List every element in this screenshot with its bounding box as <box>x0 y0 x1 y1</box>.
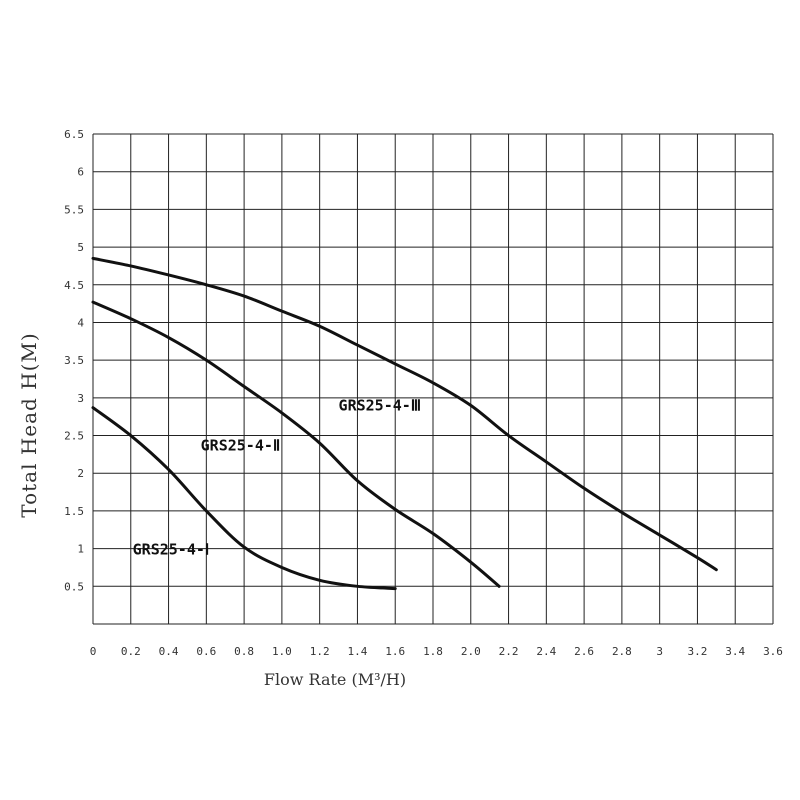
y-axis-title: Total Head H(M) <box>17 332 41 517</box>
x-axis-title: Flow Rate (M³/H) <box>264 670 406 689</box>
curve-label: GRS25-4-Ⅲ <box>339 397 422 415</box>
x-tick-label: 3.6 <box>763 645 783 658</box>
x-tick-label: 1.4 <box>348 645 368 658</box>
series-line-3 <box>91 256 718 572</box>
y-tick-label: 2.5 <box>64 430 84 443</box>
y-tick-label: 3 <box>77 392 84 405</box>
y-tick-label: 2 <box>77 467 84 480</box>
x-tick-label: 1.0 <box>272 645 292 658</box>
y-tick-label: 4 <box>77 316 84 329</box>
x-tick-label: 0.8 <box>234 645 254 658</box>
y-tick-label: 3.5 <box>64 354 84 367</box>
x-tick-label: 3.4 <box>725 645 745 658</box>
tick-labels: 0 0.2 0.4 0.6 0.8 1.0 1.2 1.4 1.6 1.8 2.0 2.2 2.4 2.6… <box>64 128 783 658</box>
curve-labels: GRS25-4-Ⅰ GRS25-4-Ⅱ GRS25-4-Ⅲ <box>133 397 421 559</box>
x-tick-label: 0.2 <box>121 645 141 658</box>
x-tick-label: 1.2 <box>310 645 330 658</box>
y-tick-label: 5 <box>77 241 84 254</box>
x-tick-label: 3.2 <box>688 645 708 658</box>
x-tick-label: 2.8 <box>612 645 632 658</box>
curve-label: GRS25-4-Ⅰ <box>133 541 210 559</box>
series-line-1 <box>91 406 397 591</box>
chart-series <box>91 256 718 591</box>
y-tick-label: 1.5 <box>64 505 84 518</box>
x-tick-label: 2.2 <box>499 645 519 658</box>
x-tick-label: 0.6 <box>196 645 216 658</box>
x-tick-label: 2.0 <box>461 645 481 658</box>
chart-grid <box>92 133 774 625</box>
y-tick-label: 5.5 <box>64 203 84 216</box>
y-tick-label: 6.5 <box>64 128 84 141</box>
x-tick-label: 2.6 <box>574 645 594 658</box>
y-tick-label: 1 <box>77 543 84 556</box>
x-tick-label: 0 <box>90 645 97 658</box>
x-tick-label: 0.4 <box>159 645 179 658</box>
x-tick-label: 2.4 <box>536 645 556 658</box>
x-tick-label: 1.6 <box>385 645 405 658</box>
y-tick-label: 6 <box>77 166 84 179</box>
x-tick-label: 1.8 <box>423 645 443 658</box>
y-tick-label: 4.5 <box>64 279 84 292</box>
x-tick-label: 3 <box>656 645 663 658</box>
y-tick-label: 0.5 <box>64 580 84 593</box>
series-line-2 <box>91 300 501 588</box>
curve-label: GRS25-4-Ⅱ <box>201 437 281 455</box>
